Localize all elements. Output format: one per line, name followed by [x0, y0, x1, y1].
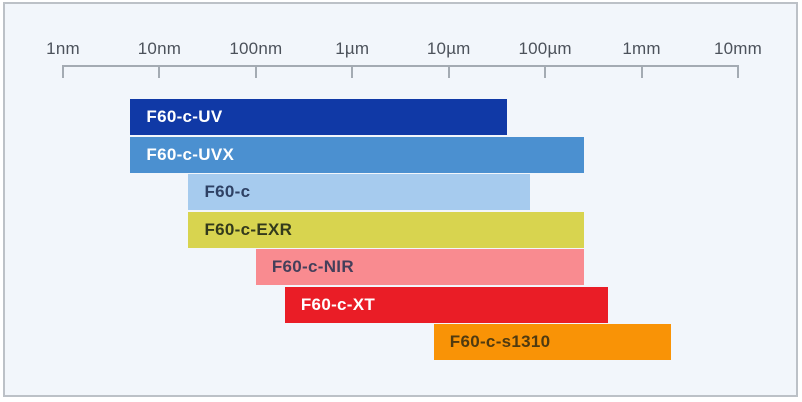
axis-tick-label: 1µm [335, 39, 370, 58]
axis-tick-label: 10nm [137, 39, 182, 58]
bar-label: F60-c-EXR [204, 219, 293, 239]
axis-tick-label: 10µm [426, 39, 471, 58]
range-bar-f60-c-s1310: F60-c-s1310 [433, 324, 671, 360]
bar-label: F60-c-s1310 [449, 332, 551, 351]
range-bar-f60-c-xt: F60-c-XT [284, 286, 609, 323]
axis-tick [351, 65, 354, 78]
bar-label: F60-c-UVX [146, 144, 235, 164]
bar-label: F60-c-NIR [271, 257, 354, 276]
bar-label: F60-c-UV [146, 107, 223, 126]
axis-tick [640, 65, 643, 78]
range-bar-f60-c-uvx: F60-c-UVX [130, 136, 584, 173]
range-bar-f60-c-nir: F60-c-NIR [255, 249, 584, 285]
range-bar-f60-c-uv: F60-c-UV [130, 99, 507, 135]
axis-tick [254, 65, 257, 78]
range-bar-f60-c: F60-c [188, 174, 531, 210]
axis-tick [447, 65, 450, 78]
axis-tick [737, 65, 739, 78]
axis-tick-label: 100µm [518, 39, 572, 58]
bar-label: F60-c-XT [300, 294, 376, 314]
axis-tick-label: 10mm [713, 39, 763, 58]
bar-label: F60-c [204, 182, 251, 201]
range-bar-f60-c-exr: F60-c-EXR [188, 211, 584, 248]
axis-tick [544, 65, 547, 78]
axis-tick-label: 1mm [622, 39, 661, 58]
axis-tick [62, 65, 64, 78]
axis-tick-label: 1nm [46, 39, 80, 58]
axis-line [63, 65, 738, 67]
axis-tick-label: 100nm [229, 39, 283, 58]
axis-tick [158, 65, 161, 78]
